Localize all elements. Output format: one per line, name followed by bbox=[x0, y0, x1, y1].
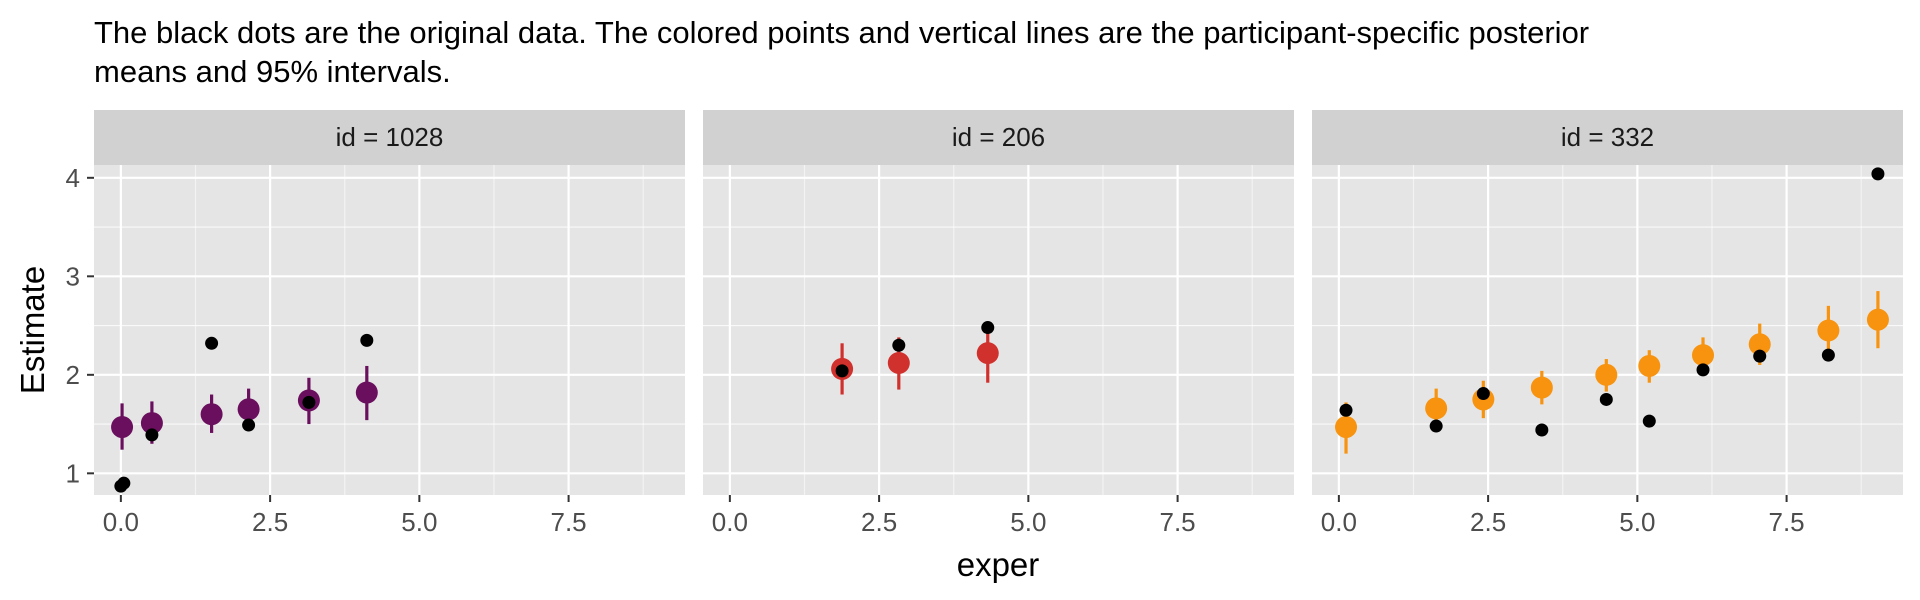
posterior-mean-point bbox=[1638, 354, 1661, 377]
observed-data-point bbox=[835, 364, 849, 378]
x-tick-label: 0.0 bbox=[712, 507, 748, 537]
observed-data-point bbox=[1599, 392, 1613, 406]
facet-strip bbox=[94, 110, 685, 165]
observed-data-point bbox=[1429, 419, 1443, 433]
posterior-mean-point bbox=[140, 412, 163, 435]
observed-data-point bbox=[360, 333, 374, 347]
posterior-mean-point bbox=[1595, 363, 1618, 386]
x-tick-label: 5.0 bbox=[1619, 507, 1655, 537]
observed-data-point bbox=[1642, 414, 1656, 428]
x-tick-label: 0.0 bbox=[1321, 507, 1357, 537]
observed-data-point bbox=[302, 395, 316, 409]
x-tick-label: 5.0 bbox=[1010, 507, 1046, 537]
x-tick-label: 2.5 bbox=[861, 507, 897, 537]
facet-strip-label: id = 206 bbox=[952, 122, 1045, 152]
x-tick-label: 0.0 bbox=[103, 507, 139, 537]
observed-data-point bbox=[1535, 423, 1549, 437]
posterior-mean-point bbox=[1335, 416, 1358, 439]
chart-subtitle-line-2: means and 95% intervals. bbox=[94, 54, 451, 89]
panel-background bbox=[94, 165, 685, 495]
x-tick-label: 2.5 bbox=[252, 507, 288, 537]
posterior-mean-point bbox=[976, 342, 999, 365]
posterior-mean-point bbox=[355, 381, 378, 404]
y-tick-label: 3 bbox=[66, 261, 80, 291]
posterior-mean-point bbox=[1817, 319, 1840, 342]
observed-data-point bbox=[205, 336, 219, 350]
posterior-mean-point bbox=[1425, 397, 1448, 420]
x-tick-label: 7.5 bbox=[1160, 507, 1196, 537]
observed-data-point bbox=[242, 418, 256, 432]
observed-data-point bbox=[892, 338, 906, 352]
facet-panel-2: id = 206 0.0 2.5 5.0 7.5 bbox=[703, 110, 1294, 537]
facet-strip-label: id = 332 bbox=[1561, 122, 1654, 152]
facet-strip bbox=[703, 110, 1294, 165]
observed-data-point bbox=[1871, 167, 1885, 181]
panel-background bbox=[703, 165, 1294, 495]
facet-strip bbox=[1312, 110, 1903, 165]
posterior-mean-point bbox=[1748, 333, 1771, 356]
observed-data-point bbox=[1821, 348, 1835, 362]
posterior-mean-point bbox=[237, 398, 260, 421]
panel-background bbox=[1312, 165, 1903, 495]
posterior-mean-point bbox=[200, 403, 223, 426]
observed-data-point bbox=[1339, 403, 1353, 417]
x-tick-label: 7.5 bbox=[1769, 507, 1805, 537]
x-tick-label: 5.0 bbox=[401, 507, 437, 537]
facet-panel-1: id = 1028 0.0 2.5 5.0 7.5 bbox=[94, 110, 685, 537]
y-tick-label: 2 bbox=[66, 360, 80, 390]
observed-data-point bbox=[117, 476, 131, 490]
y-tick-label: 4 bbox=[66, 163, 80, 193]
facet-panels: id = 1028 0.0 2.5 5.0 7.5 id = 206 0.0 2.5 5.0 7.… bbox=[94, 110, 1903, 537]
x-axis-title: exper bbox=[957, 546, 1040, 583]
y-tick-label: 1 bbox=[66, 458, 80, 488]
facet-strip-label: id = 1028 bbox=[336, 122, 444, 152]
posterior-mean-point bbox=[111, 416, 134, 439]
observed-data-point bbox=[981, 321, 995, 335]
observed-data-point bbox=[1753, 349, 1767, 363]
chart-subtitle-line-1: The black dots are the original data. Th… bbox=[94, 15, 1589, 50]
posterior-mean-point bbox=[1530, 376, 1553, 399]
y-axis-title: Estimate bbox=[14, 266, 51, 394]
observed-data-point bbox=[145, 428, 159, 442]
posterior-mean-point bbox=[1866, 308, 1889, 331]
facet-panel-3: id = 332 0.0 2.5 5.0 7.5 bbox=[1312, 110, 1903, 537]
posterior-mean-point bbox=[1692, 344, 1715, 367]
x-tick-label: 2.5 bbox=[1470, 507, 1506, 537]
posterior-mean-point bbox=[887, 352, 910, 374]
y-axis: 1 2 3 4 bbox=[66, 163, 94, 488]
x-tick-label: 7.5 bbox=[551, 507, 587, 537]
observed-data-point bbox=[1476, 387, 1490, 401]
observed-data-point bbox=[1696, 363, 1710, 377]
